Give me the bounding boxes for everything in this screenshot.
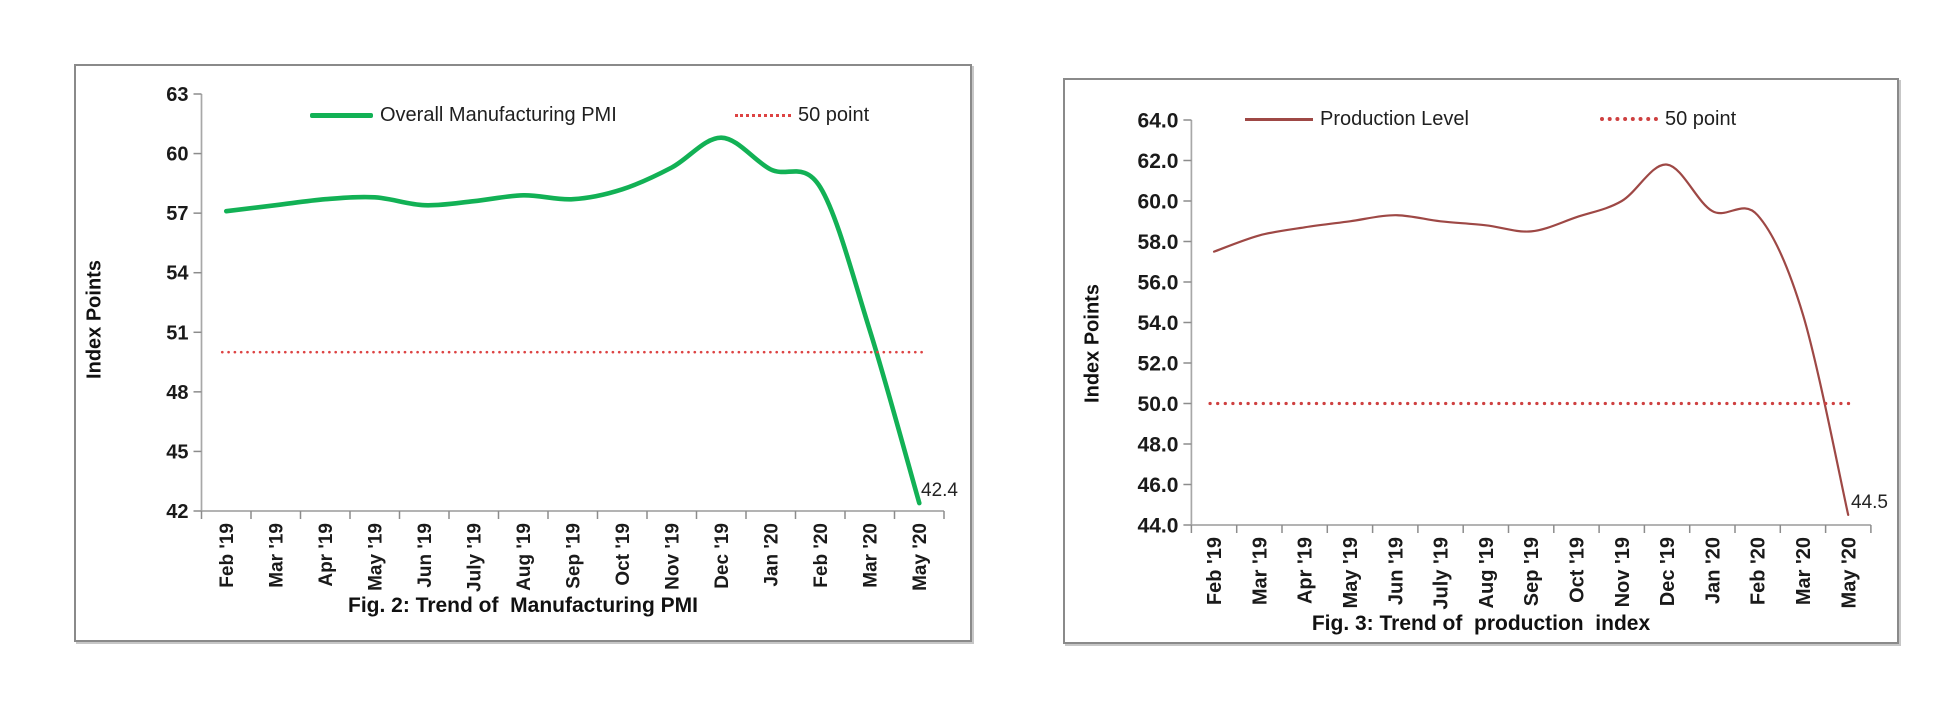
svg-text:May '20: May '20	[910, 523, 931, 591]
svg-text:Nov '19: Nov '19	[662, 523, 683, 590]
svg-text:60: 60	[166, 144, 188, 166]
manufacturing-pmi-chart-panel: 63 60 57 54 51 48 45 42 Feb '19 Mar '19 Apr '19 May…	[74, 64, 972, 642]
legend-item-refline: 50 point	[1600, 108, 1736, 130]
svg-text:44.0: 44.0	[1138, 514, 1179, 537]
last-value-label: 42.4	[921, 480, 958, 501]
legend-item-series: Overall Manufacturing PMI	[310, 104, 617, 126]
svg-text:60.0: 60.0	[1138, 190, 1179, 213]
svg-text:Oct '19: Oct '19	[613, 523, 634, 586]
svg-text:Oct '19: Oct '19	[1566, 537, 1588, 603]
svg-text:52.0: 52.0	[1138, 352, 1179, 375]
svg-text:Sep '19: Sep '19	[563, 523, 584, 589]
svg-text:Apr '19: Apr '19	[1295, 537, 1317, 604]
svg-text:May '19: May '19	[1340, 537, 1362, 608]
svg-text:54: 54	[166, 263, 189, 285]
svg-text:Mar '19: Mar '19	[266, 523, 287, 588]
svg-text:Sep '19: Sep '19	[1521, 537, 1543, 606]
svg-text:Nov '19: Nov '19	[1612, 537, 1634, 607]
svg-text:58.0: 58.0	[1138, 231, 1179, 254]
svg-text:Dec '19: Dec '19	[712, 523, 733, 589]
svg-text:Jan '20: Jan '20	[761, 523, 782, 587]
svg-text:46.0: 46.0	[1138, 474, 1179, 497]
legend-refline-label: 50 point	[1665, 107, 1737, 130]
svg-text:62.0: 62.0	[1138, 150, 1179, 173]
svg-text:Apr '19: Apr '19	[316, 523, 337, 587]
figure-caption: Fig. 3: Trend of production index	[1311, 612, 1651, 635]
svg-text:54.0: 54.0	[1138, 312, 1179, 335]
refline-dotted-swatch	[735, 113, 791, 117]
svg-text:Aug '19: Aug '19	[1476, 537, 1498, 608]
production-index-chart-panel: 64.0 62.0 60.0 58.0 56.0 54.0 52.0 50.0 48.0 46.0…	[1063, 78, 1899, 644]
svg-text:Mar '20: Mar '20	[1793, 537, 1815, 605]
svg-text:Feb '20: Feb '20	[1748, 537, 1770, 605]
svg-text:Mar '19: Mar '19	[1249, 537, 1271, 605]
svg-text:45: 45	[166, 441, 188, 463]
svg-text:42: 42	[166, 501, 188, 523]
svg-text:Dec '19: Dec '19	[1657, 537, 1679, 606]
svg-text:May '20: May '20	[1838, 537, 1860, 608]
svg-text:50.0: 50.0	[1138, 393, 1179, 416]
svg-text:Feb '19: Feb '19	[1204, 537, 1226, 605]
svg-text:May '19: May '19	[365, 523, 386, 591]
legend-item-refline: 50 point	[735, 104, 869, 126]
last-value-label: 44.5	[1851, 492, 1888, 513]
svg-text:64.0: 64.0	[1138, 109, 1179, 132]
svg-text:July '19: July '19	[464, 523, 485, 592]
series-line-swatch	[1245, 117, 1313, 121]
svg-text:56.0: 56.0	[1138, 271, 1179, 294]
svg-text:Jun '19: Jun '19	[1385, 537, 1407, 605]
svg-text:Feb '19: Feb '19	[217, 523, 238, 588]
svg-text:48: 48	[166, 382, 188, 404]
svg-text:Feb '20: Feb '20	[811, 523, 832, 588]
svg-text:51: 51	[166, 322, 188, 344]
refline-dotted-swatch	[1600, 117, 1658, 121]
svg-text:48.0: 48.0	[1138, 433, 1179, 456]
legend-item-series: Production Level	[1245, 108, 1469, 130]
y-axis-title: Index Points	[1081, 284, 1104, 403]
legend-refline-label: 50 point	[798, 103, 870, 126]
legend-series-label: Production Level	[1320, 107, 1469, 130]
svg-text:July '19: July '19	[1431, 537, 1453, 610]
production-index-plot: 64.0 62.0 60.0 58.0 56.0 54.0 52.0 50.0 48.0 46.0…	[1138, 109, 1872, 610]
svg-text:Mar '20: Mar '20	[860, 523, 881, 588]
manufacturing-pmi-plot: 63 60 57 54 51 48 45 42 Feb '19 Mar '19 Apr '19 May…	[166, 84, 945, 592]
y-axis-title: Index Points	[83, 260, 106, 379]
svg-text:Jun '19: Jun '19	[415, 523, 436, 588]
svg-text:57: 57	[166, 203, 188, 225]
svg-text:63: 63	[166, 84, 188, 106]
svg-text:Aug '19: Aug '19	[514, 523, 535, 591]
legend-series-label: Overall Manufacturing PMI	[380, 103, 617, 126]
svg-text:Jan '20: Jan '20	[1702, 537, 1724, 604]
figure-caption: Fig. 2: Trend of Manufacturing PMI	[348, 594, 698, 617]
series-line-swatch	[310, 112, 373, 118]
